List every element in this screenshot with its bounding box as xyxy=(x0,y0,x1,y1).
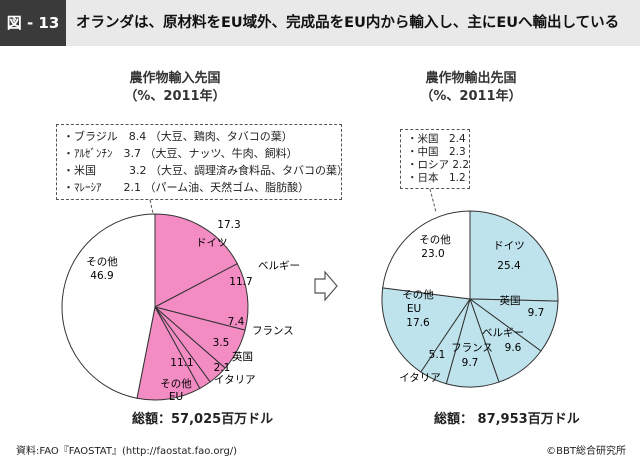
export-label-uk-name: 英国 xyxy=(500,294,521,307)
copyright-note: ©BBT総合研究所 xyxy=(546,446,626,457)
import-box-connector xyxy=(149,199,161,246)
breakdown-row: ・ブラジル 8.4 （大豆、鶏肉、タバコの葉） xyxy=(63,130,293,143)
export-label-other-name: その他 xyxy=(419,233,451,246)
page-title: オランダは、原材料をEU域外、完成品をEU内から輸入し、主にEUへ輸出している xyxy=(76,15,620,31)
export-chart-title: 農作物輸出先国 （%、2011年） xyxy=(396,70,546,106)
import-label-uk-value: 3.5 xyxy=(213,337,230,349)
import-label-italy-name: イタリア xyxy=(214,374,256,386)
import-label-other-name: その他 xyxy=(86,255,118,268)
export-label-othereu-name-2: EU xyxy=(407,303,421,315)
export-pie xyxy=(381,210,559,388)
export-label-italy-name: イタリア xyxy=(399,372,441,384)
export-label-other-value: 23.0 xyxy=(421,248,444,260)
import-chart-title: 農作物輸入先国 （%、2011年） xyxy=(100,70,250,106)
export-label-germany-value: 25.4 xyxy=(497,260,521,272)
export-label-france-value: 9.7 xyxy=(462,357,479,369)
export-total: 総額： 87,953百万ドル xyxy=(434,412,580,427)
import-label-italy-value: 2.1 xyxy=(214,362,231,374)
import-label-other-value: 46.9 xyxy=(90,270,113,282)
breakdown-row: ・ﾏﾚｰｼｱ 2.1 （パーム油、天然ゴム、脂肪酸） xyxy=(63,181,310,194)
breakdown-row: ・ｱﾙｾﾞﾝﾁﾝ 3.7 （大豆、ナッツ、牛肉、飼料） xyxy=(63,147,298,160)
import-non-eu-breakdown-box: ・ブラジル 8.4 （大豆、鶏肉、タバコの葉） ・ｱﾙｾﾞﾝﾁﾝ 3.7 （大豆… xyxy=(56,124,348,200)
import-slice-6 xyxy=(61,213,156,399)
header-bar: 図 - 13 オランダは、原材料をEU域外、完成品をEU内から輸入し、主にEUへ… xyxy=(0,0,640,46)
import-pie xyxy=(61,213,249,401)
export-box-connector xyxy=(429,188,437,213)
export-label-othereu-value: 17.6 xyxy=(406,317,430,329)
import-label-othereu-name-2: EU xyxy=(169,391,183,403)
export-label-othereu-name-1: その他 xyxy=(402,288,434,301)
import-slice-5 xyxy=(136,305,201,401)
export-slice-0 xyxy=(469,210,559,302)
import-slice-0 xyxy=(154,213,239,308)
export-label-belgium-value: 9.6 xyxy=(505,342,522,354)
export-slice-6 xyxy=(382,210,471,300)
export-label-germany-name: ドイツ xyxy=(493,240,525,252)
export-label-france-name: フランス xyxy=(451,342,493,354)
breakdown-row: ・日本 1.2 xyxy=(407,172,466,184)
breakdown-row: ・中国 2.3 xyxy=(407,146,466,158)
import-label-france-value: 7.4 xyxy=(228,316,245,328)
export-label-belgium-name: ベルギー xyxy=(482,327,524,339)
import-slice-1 xyxy=(153,263,249,331)
import-label-othereu-value: 11.1 xyxy=(170,357,193,369)
import-total: 総額：57,025百万ドル xyxy=(132,412,274,427)
export-label-uk-value: 9.7 xyxy=(528,307,545,319)
breakdown-row: ・米国 2.4 xyxy=(407,133,466,145)
import-chart-title-text: 農作物輸入先国 xyxy=(129,71,221,86)
import-label-belgium-value: 11.7 xyxy=(229,276,252,288)
export-chart-title-text: 農作物輸出先国 xyxy=(425,71,517,86)
arrow-icon xyxy=(314,270,338,302)
import-label-othereu-name-1: その他 xyxy=(160,377,192,390)
export-non-eu-breakdown-box: ・米国 2.4 ・中国 2.3 ・ロシア 2.2 ・日本 1.2 xyxy=(400,129,470,189)
import-label-france-name: フランス xyxy=(252,325,294,337)
import-chart-subtitle: （%、2011年） xyxy=(124,89,226,104)
import-label-germany-value: 17.3 xyxy=(217,219,240,231)
figure-number-label: 図 - 13 xyxy=(0,0,66,46)
import-label-belgium-name: ベルギー xyxy=(258,260,300,272)
import-label-uk-name: 英国 xyxy=(232,350,253,363)
export-chart-subtitle: （%、2011年） xyxy=(420,89,522,104)
export-slice-5 xyxy=(381,287,471,373)
source-note: 資料:FAO『FAOSTAT』(http://faostat.fao.org/) xyxy=(16,446,238,457)
export-label-italy-value: 5.1 xyxy=(429,349,446,361)
import-label-germany-name: ドイツ xyxy=(196,237,228,249)
breakdown-row: ・米国 3.2 （大豆、調理済み食料品、タバコの葉） xyxy=(63,164,348,177)
